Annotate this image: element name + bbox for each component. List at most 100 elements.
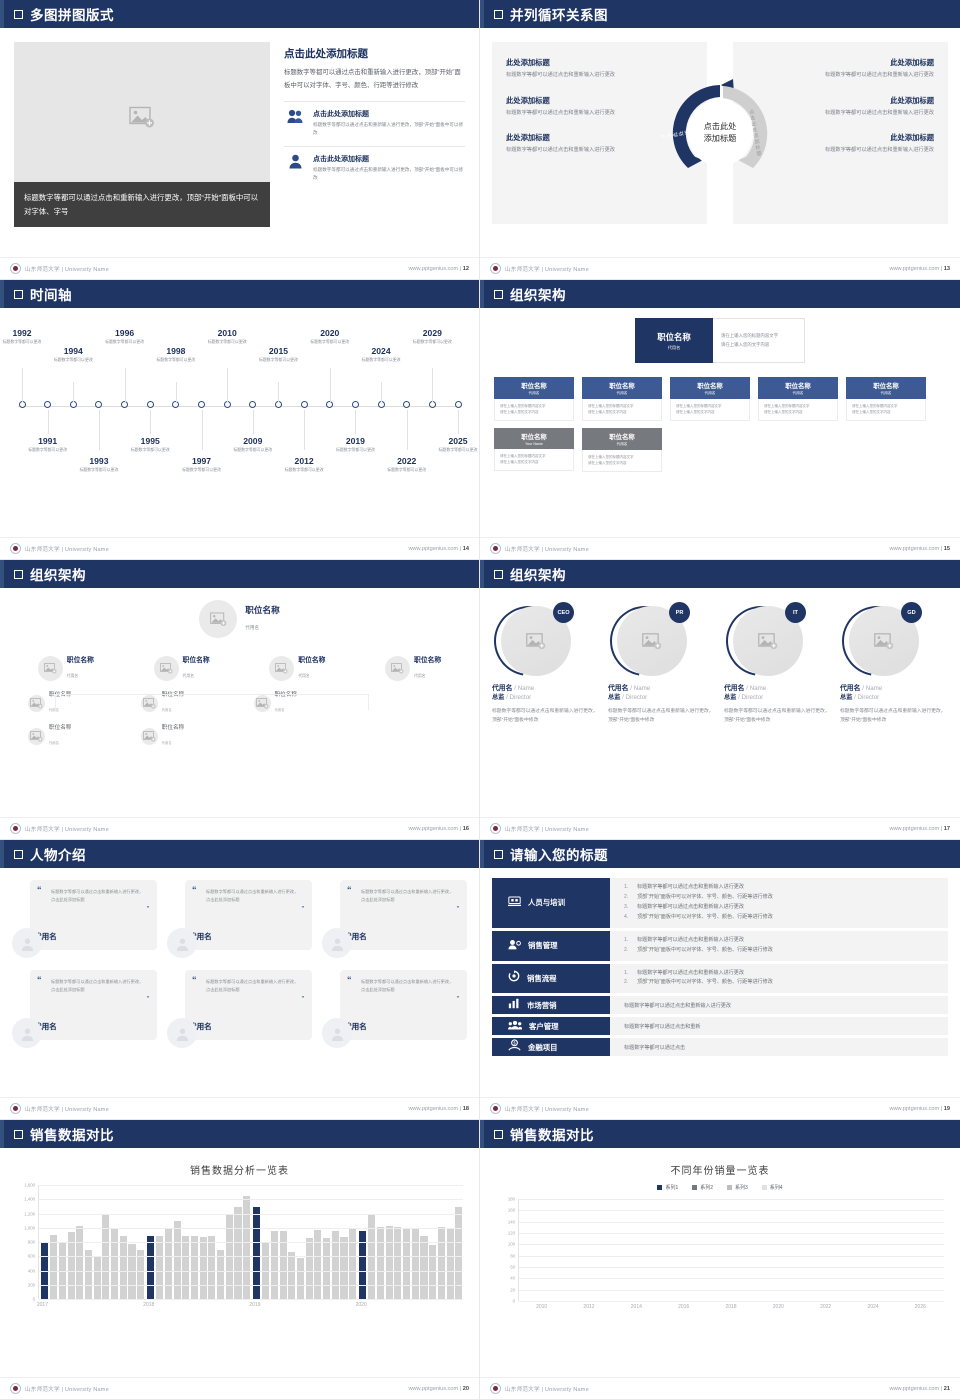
chart-bar[interactable] bbox=[349, 1229, 357, 1299]
category-row[interactable]: 销售流程 1. 标题数字等都可以通过点击和重新输入进行更改 2. 顶部“开始”面板中可以… bbox=[492, 963, 948, 994]
legend-item[interactable]: 系列2 bbox=[692, 1184, 713, 1191]
timeline-dot[interactable] bbox=[428, 401, 436, 408]
org-subnode[interactable]: 职位名称 代用名 bbox=[127, 690, 240, 716]
timeline-dot[interactable] bbox=[249, 401, 257, 408]
chart-bar[interactable] bbox=[279, 1230, 287, 1299]
chart-bar[interactable] bbox=[270, 1231, 278, 1299]
chart-bar[interactable] bbox=[305, 1237, 313, 1299]
category-label[interactable]: 销售管理 bbox=[492, 930, 610, 961]
chart-bar[interactable] bbox=[340, 1237, 348, 1299]
testimonial-card[interactable]: “ ” 标题数字等都可以通过点击和重新输入进行更改，点击此处添加标题 代用名 bbox=[167, 970, 312, 1048]
org-subnode[interactable]: 职位名称 代用名 bbox=[14, 690, 127, 716]
chart-bar[interactable] bbox=[119, 1236, 127, 1299]
timeline-dot[interactable] bbox=[95, 401, 103, 408]
timeline-entry[interactable]: 1997 标题数字等都可以更改 bbox=[175, 456, 229, 474]
timeline-dot[interactable] bbox=[300, 401, 308, 408]
category-row[interactable]: $ 金融项目 标题数字等都可以通过点击 bbox=[492, 1038, 948, 1057]
person-card[interactable]: CEO 代用名 / Name 总监 / Director 标题数字等都可以通过点击和重… bbox=[480, 592, 598, 726]
chart-bar[interactable] bbox=[446, 1227, 454, 1299]
chart-bar[interactable] bbox=[146, 1235, 154, 1299]
chart-bar[interactable] bbox=[296, 1257, 305, 1299]
org-card[interactable]: 职位名称 代用名 请在上输入您的标题内容文字 请在上输入您的文字内容 bbox=[582, 377, 662, 421]
chart-bar[interactable] bbox=[455, 1207, 463, 1299]
chart-bar[interactable] bbox=[394, 1227, 402, 1299]
timeline-entry[interactable]: 2022 标题数字等都可以更改 bbox=[380, 456, 434, 474]
chart-bar[interactable] bbox=[217, 1249, 225, 1299]
category-row[interactable]: 市场营销 标题数字等都可以通过点击和重新输入进行更改 bbox=[492, 996, 948, 1015]
chart-bar[interactable] bbox=[50, 1234, 58, 1299]
chart-bar[interactable] bbox=[403, 1228, 411, 1299]
timeline-dot[interactable] bbox=[454, 401, 462, 408]
person-card[interactable]: GD 代用名 / Name 总监 / Director 标题数字等都可以通过点击和重新… bbox=[828, 592, 946, 726]
category-row[interactable]: 销售管理 1. 标题数字等都可以通过点击和重新输入进行更改 2. 顶部“开始”面板中可以… bbox=[492, 930, 948, 961]
person-card[interactable]: IT 代用名 / Name 总监 / Director 标题数字等都可以通过点击和重新… bbox=[712, 592, 830, 726]
category-row[interactable]: 人员与培训 1. 标题数字等都可以通过点击和重新输入进行更改 2. 顶部“开始”面板中可… bbox=[492, 878, 948, 928]
category-label[interactable]: 人员与培训 bbox=[492, 878, 610, 928]
timeline-entry[interactable]: 1992 标题数字等都可以更改 bbox=[0, 328, 49, 346]
chart-bar[interactable] bbox=[376, 1227, 384, 1299]
timeline-entry[interactable]: 2029 标题数字等都可以更改 bbox=[405, 328, 459, 346]
legend-item[interactable]: 系列4 bbox=[761, 1184, 783, 1191]
category-label[interactable]: 销售流程 bbox=[492, 963, 610, 994]
org-node[interactable]: 职位名称 代用名 bbox=[153, 654, 210, 682]
chart-bar[interactable] bbox=[323, 1238, 331, 1299]
org-node[interactable]: 职位名称 代用名 bbox=[385, 654, 441, 682]
chart-bar[interactable] bbox=[420, 1236, 428, 1299]
timeline-entry[interactable]: 1995 标题数字等都可以更改 bbox=[123, 436, 177, 454]
org-card[interactable]: 职位名称 Your Name 请在上输入您的标题内容文字 请在上输入您的文字内容 bbox=[494, 427, 574, 472]
timeline-entry[interactable]: 2009 标题数字等都可以更改 bbox=[226, 436, 280, 454]
chart-bar[interactable] bbox=[84, 1249, 93, 1299]
chart-bar[interactable] bbox=[182, 1236, 190, 1299]
testimonial-card[interactable]: “ ” 标题数字等都可以通过点击和重新输入进行更改，点击此处添加标题 代用名 bbox=[12, 880, 157, 958]
category-label[interactable]: 客户管理 bbox=[492, 1017, 610, 1036]
timeline-entry[interactable]: 1991 标题数字等都可以更改 bbox=[21, 436, 75, 454]
timeline-dot[interactable] bbox=[146, 401, 154, 408]
chart-bar[interactable] bbox=[208, 1235, 216, 1299]
chart-bar[interactable] bbox=[128, 1244, 136, 1299]
timeline-dot[interactable] bbox=[351, 401, 359, 408]
org-card[interactable]: 职位名称 代用名 请在上输入您的标题内容文字 请在上输入您的文字内容 bbox=[582, 427, 662, 472]
org-subnode[interactable]: 职位名称 代用名 bbox=[127, 723, 240, 749]
chart-bar[interactable] bbox=[156, 1236, 164, 1299]
chart-bar[interactable] bbox=[173, 1221, 181, 1299]
chart-bar[interactable] bbox=[164, 1228, 172, 1299]
timeline-entry[interactable]: 2012 标题数字等都可以更改 bbox=[277, 456, 331, 474]
org-card[interactable]: 职位名称 代用名 请在上输入您的标题内容文字 请在上输入您的文字内容 bbox=[494, 377, 574, 421]
org-subnode[interactable]: 职位名称 代用名 bbox=[240, 690, 353, 716]
chart-bar[interactable] bbox=[314, 1229, 322, 1299]
chart-bar[interactable] bbox=[190, 1236, 199, 1299]
testimonial-card[interactable]: “ ” 标题数字等都可以通过点击和重新输入进行更改，点击此处添加标题 代用名 bbox=[167, 880, 312, 958]
testimonial-card[interactable]: “ ” 标题数字等都可以通过点击和重新输入进行更改，点击此处添加标题 代用名 bbox=[322, 970, 467, 1048]
timeline-entry[interactable]: 2010 标题数字等都可以更改 bbox=[200, 328, 254, 346]
category-row[interactable]: 客户管理 标题数字等都可以通过点击和重新 bbox=[492, 1017, 948, 1036]
chart-bar[interactable] bbox=[199, 1237, 207, 1299]
chart-bar[interactable] bbox=[252, 1207, 260, 1299]
chart-bar[interactable] bbox=[385, 1226, 393, 1299]
chart-bar[interactable] bbox=[137, 1249, 145, 1299]
testimonial-card[interactable]: “ ” 标题数字等都可以通过点击和重新输入进行更改，点击此处添加标题 代用名 bbox=[12, 970, 157, 1048]
person-card[interactable]: PR 代用名 / Name 总监 / Director 标题数字等都可以通过点击和重新… bbox=[596, 592, 714, 726]
org-card[interactable]: 职位名称 代用名 请在上输入您的标题内容文字 请在上输入您的文字内容 bbox=[758, 377, 838, 421]
root-position-box[interactable]: 职位名称 代用名 bbox=[635, 318, 713, 363]
image-placeholder[interactable]: 标题数字等都可以通过点击和重新输入进行更改，顶部“开始”面板中可以对字体、字号 bbox=[14, 42, 270, 227]
timeline-dot[interactable] bbox=[403, 401, 411, 408]
testimonial-card[interactable]: “ ” 标题数字等都可以通过点击和重新输入进行更改，点击此处添加标题 代用名 bbox=[322, 880, 467, 958]
chart-bar[interactable] bbox=[76, 1226, 84, 1299]
chart-bar[interactable] bbox=[234, 1207, 242, 1299]
timeline-dot[interactable] bbox=[377, 401, 385, 408]
org-card[interactable]: 职位名称 代用名 请在上输入您的标题内容文字 请在上输入您的文字内容 bbox=[670, 377, 750, 421]
legend-item[interactable]: 系列3 bbox=[727, 1184, 748, 1191]
chart-bar[interactable] bbox=[331, 1230, 339, 1299]
chart-bar[interactable] bbox=[111, 1229, 119, 1299]
org-node[interactable]: 职位名称 代用名 bbox=[37, 654, 94, 682]
timeline-entry[interactable]: 2015 标题数字等都可以更改 bbox=[251, 346, 305, 364]
timeline-entry[interactable]: 2019 标题数字等都可以更改 bbox=[328, 436, 382, 454]
timeline-entry[interactable]: 1994 标题数字等都可以更改 bbox=[46, 346, 100, 364]
org-node[interactable]: 职位名称 代用名 bbox=[269, 654, 325, 682]
timeline-dot[interactable] bbox=[198, 401, 206, 408]
chart-bar[interactable] bbox=[437, 1227, 445, 1299]
org-card[interactable]: 职位名称 代用名 请在上输入您的标题内容文字 请在上输入您的文字内容 bbox=[846, 377, 926, 421]
timeline-dot[interactable] bbox=[274, 401, 282, 408]
chart-bar[interactable] bbox=[93, 1256, 101, 1299]
timeline-entry[interactable]: 1998 标题数字等都可以更改 bbox=[149, 346, 203, 364]
